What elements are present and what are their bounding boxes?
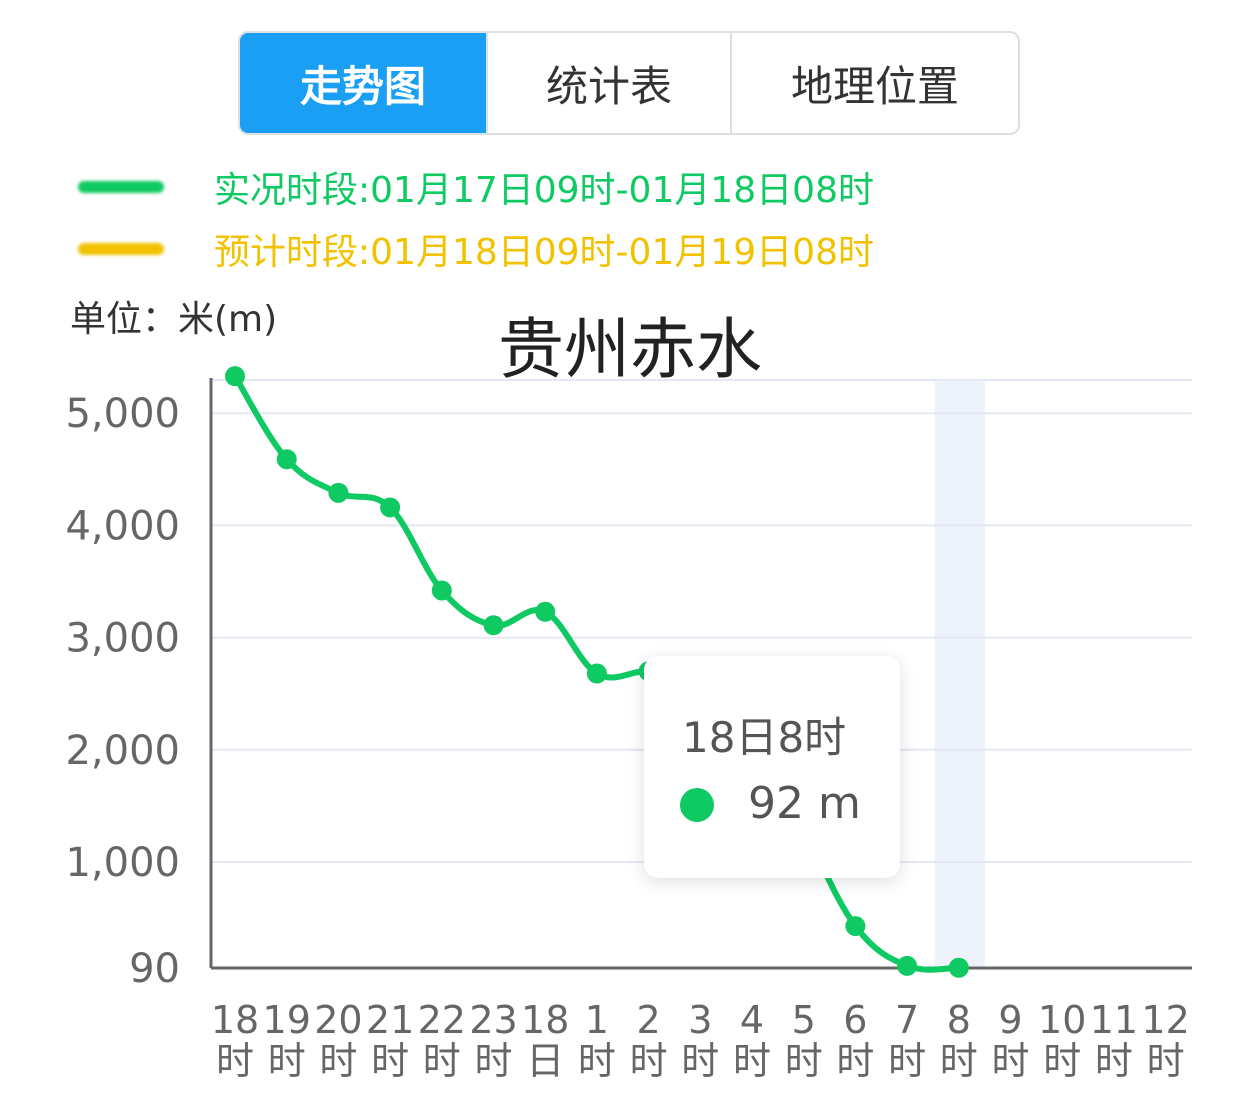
data-point	[225, 366, 245, 387]
x-tick-label: 11	[1090, 998, 1138, 1042]
x-tick-unit: 时	[268, 1039, 306, 1083]
x-tick-label: 23	[469, 998, 517, 1042]
view-tabs: 走势图 统计表 地理位置	[238, 31, 1020, 135]
tooltip-value: 92 m	[748, 778, 861, 829]
x-tick-label: 19	[263, 998, 311, 1042]
highlight-band	[934, 380, 985, 968]
x-tick-unit: 时	[371, 1039, 409, 1083]
x-tick-label: 21	[366, 998, 414, 1042]
data-point	[845, 916, 866, 937]
x-tick-label: 22	[418, 998, 466, 1042]
y-tick-label: 5,000	[65, 391, 180, 437]
legend-forecast: 预计时段:01月18日09时-01月19日08时	[78, 224, 874, 274]
y-tick-label: 2,000	[65, 728, 180, 774]
tooltip-time: 18日8时	[682, 713, 847, 762]
x-tick-unit: 时	[423, 1039, 461, 1083]
x-tick-label: 7	[895, 998, 919, 1042]
x-tick-unit: 时	[1147, 1039, 1185, 1083]
y-tick-label: 4,000	[65, 503, 180, 549]
x-tick-label: 2	[637, 998, 661, 1042]
tab-statistics[interactable]: 统计表	[486, 33, 730, 133]
x-tick-label: 4	[740, 998, 764, 1042]
x-tick-unit: 时	[630, 1039, 668, 1083]
chart-title: 贵州赤水	[498, 311, 762, 388]
x-tick-unit: 时	[991, 1039, 1029, 1083]
x-tick-unit: 时	[1043, 1039, 1081, 1083]
x-tick-label: 5	[792, 998, 816, 1042]
legend-forecast-text: 预计时段:01月18日09时-01月19日08时	[214, 232, 874, 273]
x-tick-unit: 时	[1095, 1039, 1133, 1083]
data-point	[431, 580, 452, 601]
data-point	[380, 497, 401, 518]
data-point	[948, 957, 969, 978]
x-tick-unit: 时	[681, 1039, 719, 1083]
x-tick-unit: 日	[526, 1039, 564, 1083]
x-tick-label: 9	[998, 998, 1022, 1042]
tooltip-dot	[680, 788, 714, 822]
x-tick-label: 18	[521, 998, 569, 1042]
data-point	[586, 663, 607, 684]
x-tick-label: 6	[843, 998, 867, 1042]
x-tick-unit: 时	[888, 1039, 926, 1083]
legend-actual: 实况时段:01月17日09时-01月18日08时	[78, 162, 874, 212]
x-tick-label: 10	[1038, 998, 1086, 1042]
y-tick-label: 90	[129, 946, 180, 992]
x-tick-unit: 时	[785, 1039, 823, 1083]
x-tick-label: 18	[211, 998, 259, 1042]
data-point	[328, 482, 349, 503]
unit-label: 单位：米(m)	[70, 299, 278, 340]
x-tick-label: 20	[314, 998, 362, 1042]
x-tick-unit: 时	[836, 1039, 874, 1083]
legend-actual-text: 实况时段:01月17日09时-01月18日08时	[214, 170, 874, 211]
tooltip: 18日8时 92 m	[644, 656, 900, 878]
x-tick-label: 3	[688, 998, 712, 1042]
y-tick-label: 1,000	[65, 840, 180, 886]
x-tick-unit: 时	[940, 1039, 978, 1083]
tab-trend[interactable]: 走势图	[240, 33, 486, 133]
data-point	[483, 615, 504, 636]
x-tick-unit: 时	[474, 1039, 512, 1083]
data-point	[897, 955, 918, 976]
legend-forecast-line	[78, 243, 164, 255]
x-tick-label: 8	[947, 998, 971, 1042]
x-tick-unit: 时	[319, 1039, 357, 1083]
x-tick-unit: 时	[578, 1039, 616, 1083]
x-tick-label: 12	[1141, 998, 1189, 1042]
tab-location[interactable]: 地理位置	[730, 33, 1018, 133]
x-tick-unit: 时	[216, 1039, 254, 1083]
x-tick-label: 1	[585, 998, 609, 1042]
x-tick-unit: 时	[733, 1039, 771, 1083]
y-tick-label: 3,000	[65, 616, 180, 662]
data-point	[276, 449, 297, 470]
legend-actual-line	[78, 181, 164, 193]
data-point	[535, 601, 556, 622]
